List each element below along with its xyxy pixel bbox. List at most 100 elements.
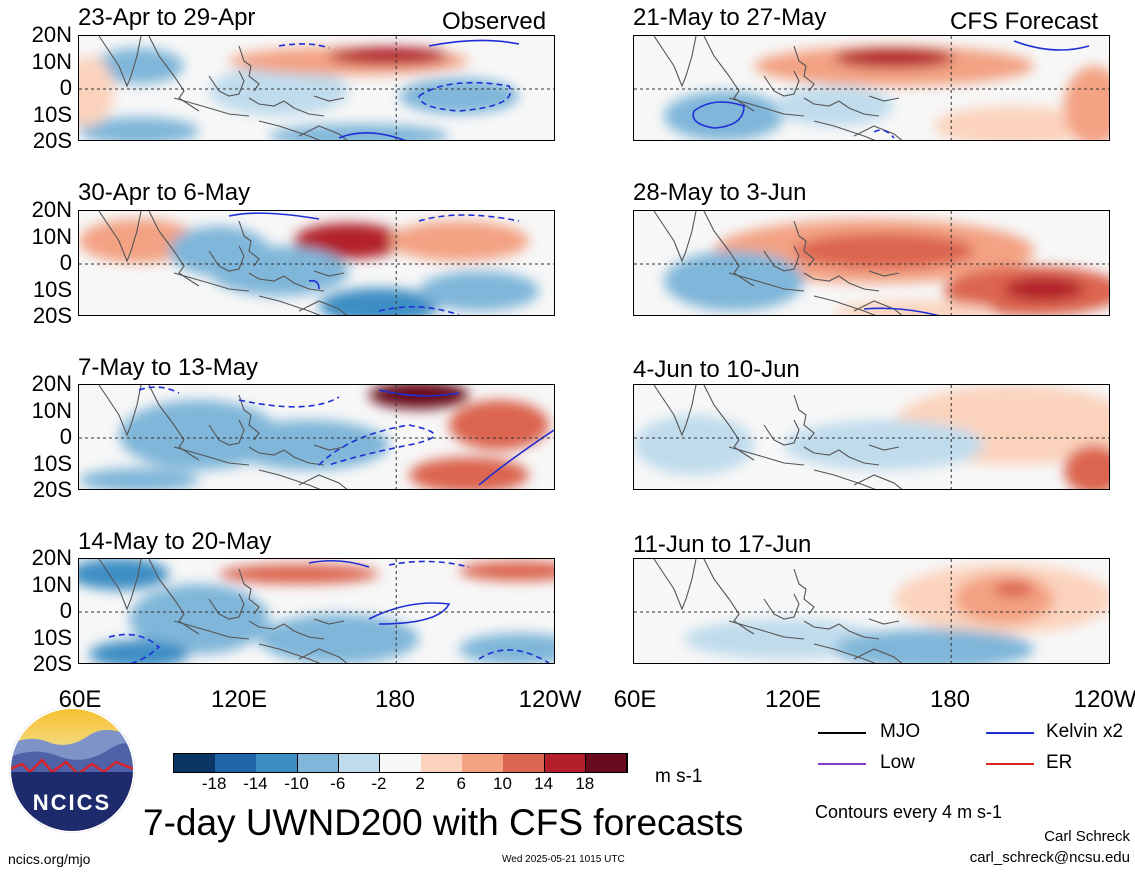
coastline — [258, 120, 321, 140]
coastline — [803, 620, 880, 640]
kelvin-contour — [228, 212, 320, 220]
coastline — [813, 295, 876, 315]
lat-label-10n: 10N — [31, 571, 72, 597]
footer-author: Carl Schreck — [1044, 828, 1130, 845]
coastline — [313, 95, 345, 102]
footer-timestamp: Wed 2025-05-21 1015 UTC — [502, 854, 625, 865]
anomaly-region — [169, 226, 269, 276]
anomaly-region — [784, 420, 984, 470]
lat-label-0: 0 — [59, 424, 72, 449]
footer-url[interactable]: ncics.org/mjo — [8, 851, 91, 867]
anomaly-region — [89, 640, 189, 663]
lat-label-20n: 20N — [31, 545, 72, 570]
panel-title-1: 23-Apr to 29-Apr — [78, 4, 256, 31]
uwnd-map — [79, 36, 554, 140]
coastline — [313, 618, 345, 625]
colorbar-swatch — [462, 754, 504, 772]
coastline — [148, 36, 200, 112]
coastline — [258, 643, 321, 663]
colorbar-swatch — [297, 754, 340, 772]
legend-line-low — [818, 763, 866, 765]
coastline — [703, 559, 755, 635]
kelvin-contour — [368, 602, 451, 625]
coastline — [813, 643, 876, 663]
colorbar-tick-label: 6 — [456, 774, 466, 793]
footer-email[interactable]: carl_schreck@ncsu.edu — [969, 849, 1130, 866]
anomaly-region — [79, 56, 114, 126]
anomaly-region — [954, 574, 1054, 624]
lat-label-0: 0 — [59, 75, 72, 100]
kelvin-contour — [108, 633, 161, 663]
lat-label-20s: 20S — [32, 477, 72, 502]
coastline — [813, 469, 876, 489]
anomaly-region — [209, 66, 349, 116]
colorbar-tick-label: 14 — [534, 774, 554, 793]
anomaly-region — [664, 251, 804, 311]
colorbar-tick-label: -6 — [330, 774, 346, 793]
coastline — [703, 36, 755, 112]
coastline — [793, 394, 815, 441]
coastline — [653, 385, 697, 437]
colorbar-swatch — [379, 754, 422, 772]
anomaly-region — [409, 457, 529, 489]
panel-title-3: 7-May to 13-May — [78, 354, 259, 381]
anomaly-region — [1004, 277, 1084, 301]
map-panel-forecast-3 — [633, 384, 1110, 490]
lon-label-120w-right: 120W — [1073, 686, 1135, 713]
kelvin-contour — [873, 129, 895, 139]
coastline — [653, 559, 697, 611]
kelvin-contour — [338, 132, 406, 140]
anomaly-region — [294, 223, 404, 259]
lat-label-0: 0 — [59, 598, 72, 623]
uwnd-map — [634, 385, 1109, 489]
coastline — [793, 220, 815, 267]
legend-line-kelvin — [986, 732, 1034, 734]
coastline — [728, 620, 805, 640]
anomaly-region — [419, 271, 539, 311]
anomaly-region — [229, 420, 389, 470]
kelvin-contour — [238, 396, 340, 408]
uwnd-map — [634, 559, 1109, 663]
coastline — [238, 220, 260, 267]
legend-line-er — [986, 763, 1034, 765]
ncics-logo-graphic — [9, 707, 135, 833]
colorbar-swatch — [421, 754, 463, 772]
panel-title-4: 14-May to 20-May — [78, 528, 272, 555]
anomaly-region — [79, 559, 169, 590]
map-panel-forecast-2 — [633, 210, 1110, 316]
anomaly-region — [449, 400, 549, 450]
coastline — [248, 620, 325, 640]
kelvin-contour — [318, 424, 435, 466]
ncics-logo: NCICS — [8, 706, 136, 834]
anomaly-region — [79, 117, 199, 140]
kelvin-contour — [863, 307, 940, 315]
coastline — [298, 125, 348, 140]
panel-title-2: 30-Apr to 6-May — [78, 179, 251, 206]
coastline — [238, 568, 260, 615]
coastline — [728, 272, 805, 292]
lat-label-20n: 20N — [31, 22, 72, 47]
panel-title-6: 28-May to 3-Jun — [633, 179, 807, 206]
panel-tag-forecast: CFS Forecast — [950, 8, 1099, 35]
map-panel-forecast-1 — [633, 35, 1110, 141]
kelvin-contour — [428, 39, 520, 47]
uwnd-map — [79, 385, 554, 489]
map-panel-observed-4 — [78, 558, 555, 664]
coastline — [868, 618, 900, 625]
coastline — [298, 648, 348, 663]
anomaly-region — [319, 288, 439, 315]
anomaly-region — [634, 415, 754, 475]
kelvin-contour — [308, 559, 370, 568]
anomaly-region — [774, 86, 894, 126]
lat-label-20n: 20N — [31, 197, 72, 222]
coastline — [238, 45, 260, 92]
kelvin-contour — [418, 81, 512, 112]
coastline — [238, 394, 260, 441]
panel-title-7: 4-Jun to 10-Jun — [633, 356, 800, 383]
colorbar-swatch — [585, 754, 628, 772]
colorbar-swatch — [256, 754, 299, 772]
coastline — [653, 211, 697, 263]
kelvin-contour — [308, 279, 320, 290]
coastline — [248, 272, 325, 292]
coastline — [868, 95, 900, 102]
